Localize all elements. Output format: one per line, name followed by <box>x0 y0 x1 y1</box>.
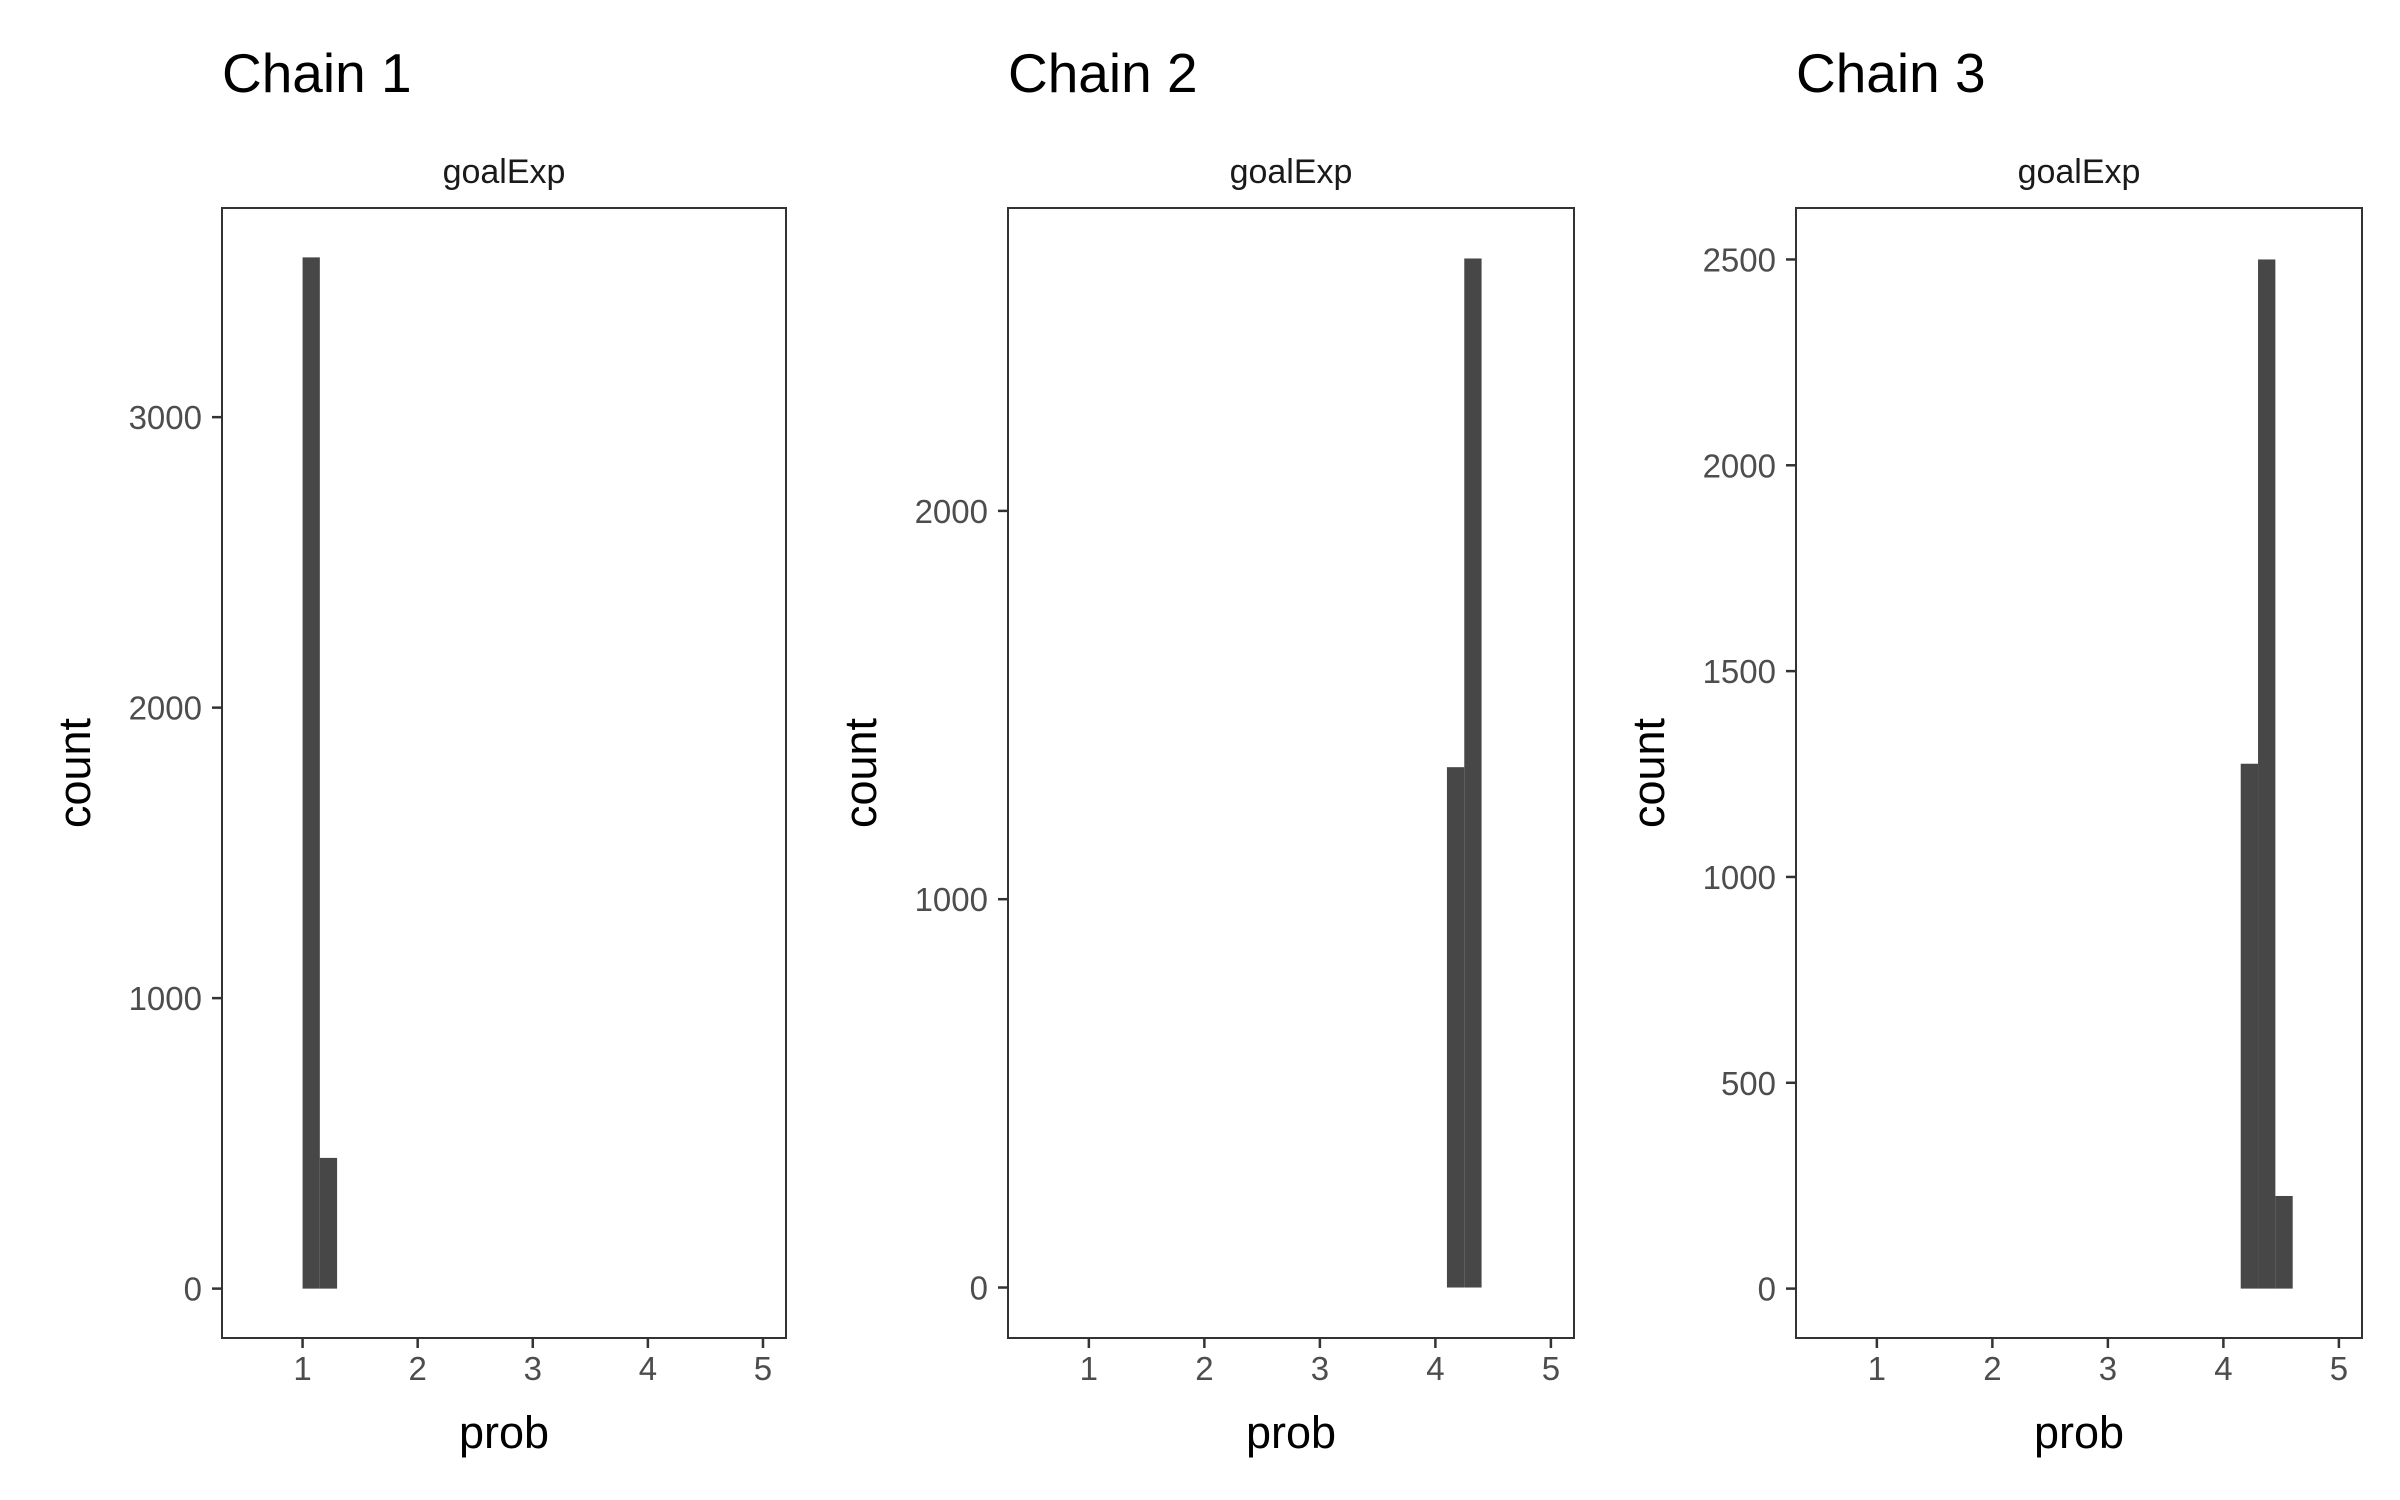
chain-title: Chain 2 <box>1008 42 1198 104</box>
y-tick-label: 2500 <box>1703 241 1776 278</box>
y-tick-label: 0 <box>184 1271 202 1308</box>
y-tick-label: 3000 <box>129 399 202 436</box>
facet-strip-label: goalExp <box>443 153 566 191</box>
histogram-bar <box>319 1157 338 1289</box>
x-tick-label: 2 <box>1983 1350 2001 1387</box>
x-tick-label: 5 <box>1542 1350 1560 1387</box>
chain-panel-2: Chain 2 goalExp 0 1000 2000 1 2 3 4 5 prob count <box>835 42 1575 1458</box>
panel-border <box>221 207 787 1339</box>
x-tick-label: 4 <box>1426 1350 1444 1387</box>
y-tick-label: 2000 <box>129 690 202 727</box>
chain-title: Chain 3 <box>1796 42 1986 104</box>
x-axis-title: prob <box>459 1407 549 1458</box>
y-tick-label: 2000 <box>1703 447 1776 484</box>
y-tick-label: 2000 <box>915 493 988 530</box>
y-axis-title: count <box>835 717 886 828</box>
chain-panel-3: Chain 3 goalExp 0 500 1000 1500 2000 2500 1 2 3 4 5 p… <box>1623 42 2363 1458</box>
histogram-bar <box>2275 1195 2293 1289</box>
y-axis-title: count <box>49 717 100 828</box>
x-axis-title: prob <box>2034 1407 2124 1458</box>
histogram-bar <box>1464 258 1482 1288</box>
facet-strip-label: goalExp <box>2018 153 2141 191</box>
chain-title: Chain 1 <box>222 42 412 104</box>
x-tick-label: 5 <box>754 1350 772 1387</box>
x-tick-label: 3 <box>524 1350 542 1387</box>
chain-panel-1: Chain 1 goalExp 0 1000 2000 3000 1 2 3 4 5 prob coun… <box>49 42 787 1458</box>
histogram-bar <box>1446 767 1465 1288</box>
x-tick-label: 2 <box>1195 1350 1213 1387</box>
panel-border <box>1795 207 2363 1339</box>
facet-strip-label: goalExp <box>1230 153 1353 191</box>
y-tick-label: 1500 <box>1703 653 1776 690</box>
x-tick-label: 3 <box>1311 1350 1329 1387</box>
y-tick-label: 1000 <box>915 881 988 918</box>
y-tick-label: 0 <box>970 1270 988 1307</box>
y-axis-title: count <box>1623 717 1674 828</box>
x-tick-label: 3 <box>2099 1350 2117 1387</box>
x-tick-label: 5 <box>2330 1350 2348 1387</box>
x-tick-label: 4 <box>2214 1350 2232 1387</box>
y-tick-label: 1000 <box>129 980 202 1017</box>
y-tick-label: 0 <box>1758 1271 1776 1308</box>
x-tick-label: 1 <box>293 1350 311 1387</box>
x-axis-title: prob <box>1246 1407 1336 1458</box>
x-tick-label: 1 <box>1080 1350 1098 1387</box>
x-tick-label: 2 <box>408 1350 426 1387</box>
histogram-bar <box>2258 259 2276 1289</box>
histogram-bar <box>2240 763 2259 1289</box>
y-tick-label: 500 <box>1721 1065 1776 1102</box>
histogram-bar <box>302 257 320 1289</box>
y-tick-label: 1000 <box>1703 859 1776 896</box>
x-tick-label: 1 <box>1868 1350 1886 1387</box>
panel-border <box>1007 207 1575 1339</box>
x-tick-label: 4 <box>639 1350 657 1387</box>
